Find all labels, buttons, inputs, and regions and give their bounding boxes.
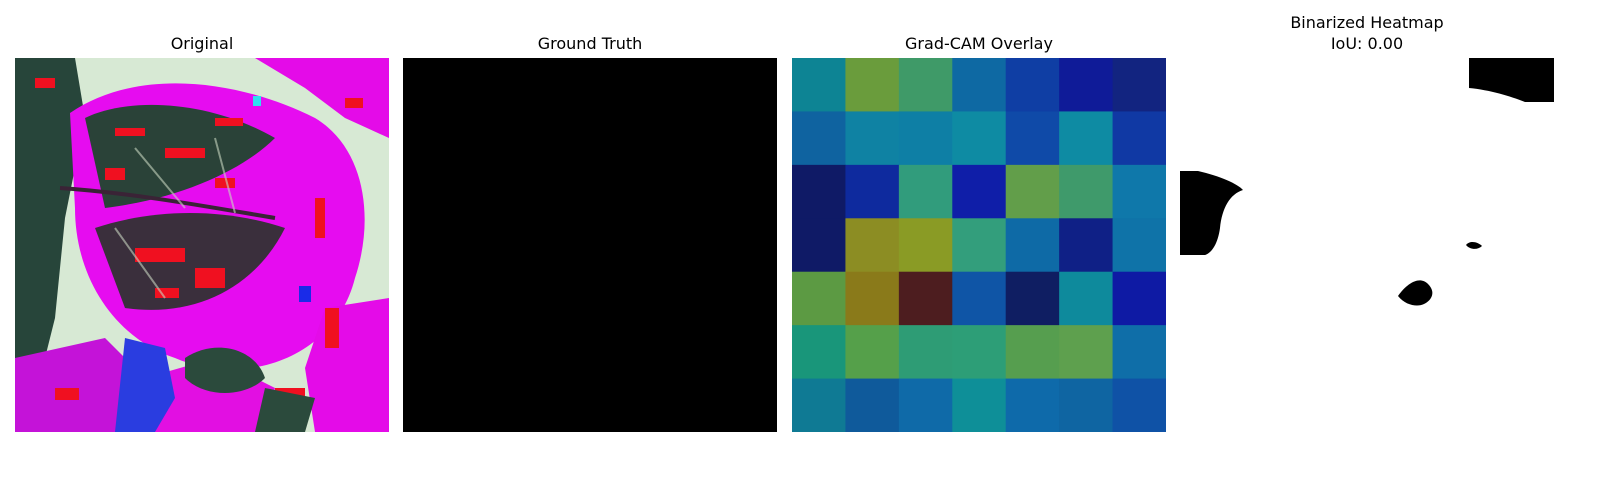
gradcam-cell bbox=[898, 218, 953, 273]
gradcam-overlay-image bbox=[792, 58, 1166, 432]
iou-label: IoU: 0.00 bbox=[1330, 34, 1404, 53]
gradcam-cell bbox=[898, 58, 953, 112]
gradcam-cell bbox=[1059, 271, 1114, 326]
gradcam-cell bbox=[952, 325, 1007, 380]
gradcam-cell bbox=[1005, 111, 1060, 166]
gradcam-cell bbox=[898, 378, 953, 432]
gradcam-cell bbox=[1112, 378, 1166, 432]
gradcam-cell bbox=[1005, 378, 1060, 432]
gradcam-cell bbox=[792, 271, 846, 326]
gradcam-cell bbox=[1112, 58, 1166, 112]
gradcam-cell bbox=[1059, 378, 1114, 432]
gradcam-cell bbox=[1005, 58, 1060, 112]
gradcam-cell bbox=[1059, 58, 1114, 112]
panel-title-original: Original bbox=[170, 34, 234, 53]
gradcam-cell bbox=[792, 378, 846, 432]
gradcam-cell bbox=[952, 378, 1007, 432]
gradcam-cell bbox=[952, 164, 1007, 219]
gradcam-cell bbox=[1112, 325, 1166, 380]
gradcam-cell bbox=[845, 271, 900, 326]
gradcam-cell bbox=[1005, 325, 1060, 380]
gradcam-cell bbox=[792, 218, 846, 273]
gradcam-cell bbox=[1059, 164, 1114, 219]
gradcam-cell bbox=[1005, 218, 1060, 273]
gradcam-cell bbox=[845, 164, 900, 219]
gradcam-cell bbox=[1112, 218, 1166, 273]
gradcam-cell bbox=[1112, 164, 1166, 219]
gradcam-cell bbox=[952, 58, 1007, 112]
gradcam-cell bbox=[845, 378, 900, 432]
gradcam-cell bbox=[952, 271, 1007, 326]
gradcam-cell bbox=[845, 325, 900, 380]
gradcam-cell bbox=[1005, 164, 1060, 219]
gradcam-cell bbox=[898, 325, 953, 380]
gradcam-cell bbox=[792, 164, 846, 219]
panel-title-ground-truth: Ground Truth bbox=[537, 34, 643, 53]
gradcam-cell bbox=[898, 271, 953, 326]
gradcam-cell bbox=[1112, 271, 1166, 326]
gradcam-cell bbox=[792, 325, 846, 380]
ground-truth-mask bbox=[403, 58, 777, 432]
gradcam-cell bbox=[1059, 325, 1114, 380]
gradcam-cell bbox=[792, 111, 846, 166]
gradcam-cell bbox=[898, 111, 953, 166]
gradcam-cell bbox=[1112, 111, 1166, 166]
panel-title-binarized: Binarized Heatmap bbox=[1290, 13, 1444, 32]
gradcam-cell bbox=[845, 218, 900, 273]
gradcam-cell bbox=[845, 111, 900, 166]
panel-title-gradcam: Grad-CAM Overlay bbox=[905, 34, 1053, 53]
gradcam-cell bbox=[898, 164, 953, 219]
original-image bbox=[15, 58, 389, 432]
gradcam-cell bbox=[952, 218, 1007, 273]
gradcam-cell bbox=[1059, 111, 1114, 166]
gradcam-cell bbox=[1059, 218, 1114, 273]
gradcam-cell bbox=[792, 58, 846, 112]
gradcam-cell bbox=[845, 58, 900, 112]
binarized-heatmap-image bbox=[1180, 58, 1554, 432]
gradcam-cell bbox=[952, 111, 1007, 166]
gradcam-cell bbox=[1005, 271, 1060, 326]
